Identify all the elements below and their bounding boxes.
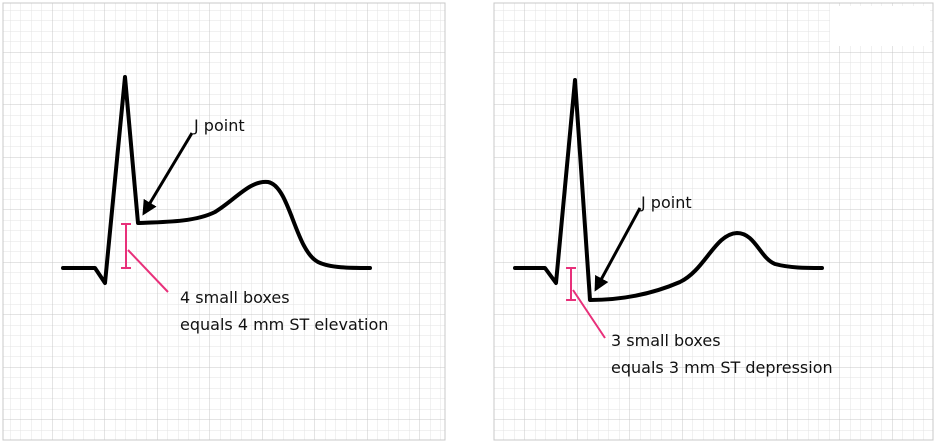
j-arrow [142,132,194,216]
ecg-waveform [61,75,372,285]
caption-line: equals 3 mm ST depression [611,358,833,377]
leader-line [127,249,169,293]
caption-line: 4 small boxes [180,288,290,307]
caption-line: equals 4 mm ST elevation [180,315,388,334]
blank-patch [830,6,930,46]
measure-bracket [121,223,131,269]
leader-line [572,289,606,339]
j-label: J point [193,116,245,135]
ecg-waveform [513,78,824,302]
caption-line: 3 small boxes [611,331,721,350]
j-arrow [594,207,642,292]
ecg-grid [493,2,934,441]
j-label: J point [640,193,692,212]
ecg-grid [2,2,446,441]
panel-elevation: J point 4 small boxes equals 4 mm ST ele… [2,2,446,441]
panel-depression: J point 3 small boxes equals 3 mm ST dep… [493,2,934,441]
measure-bracket [566,267,576,301]
